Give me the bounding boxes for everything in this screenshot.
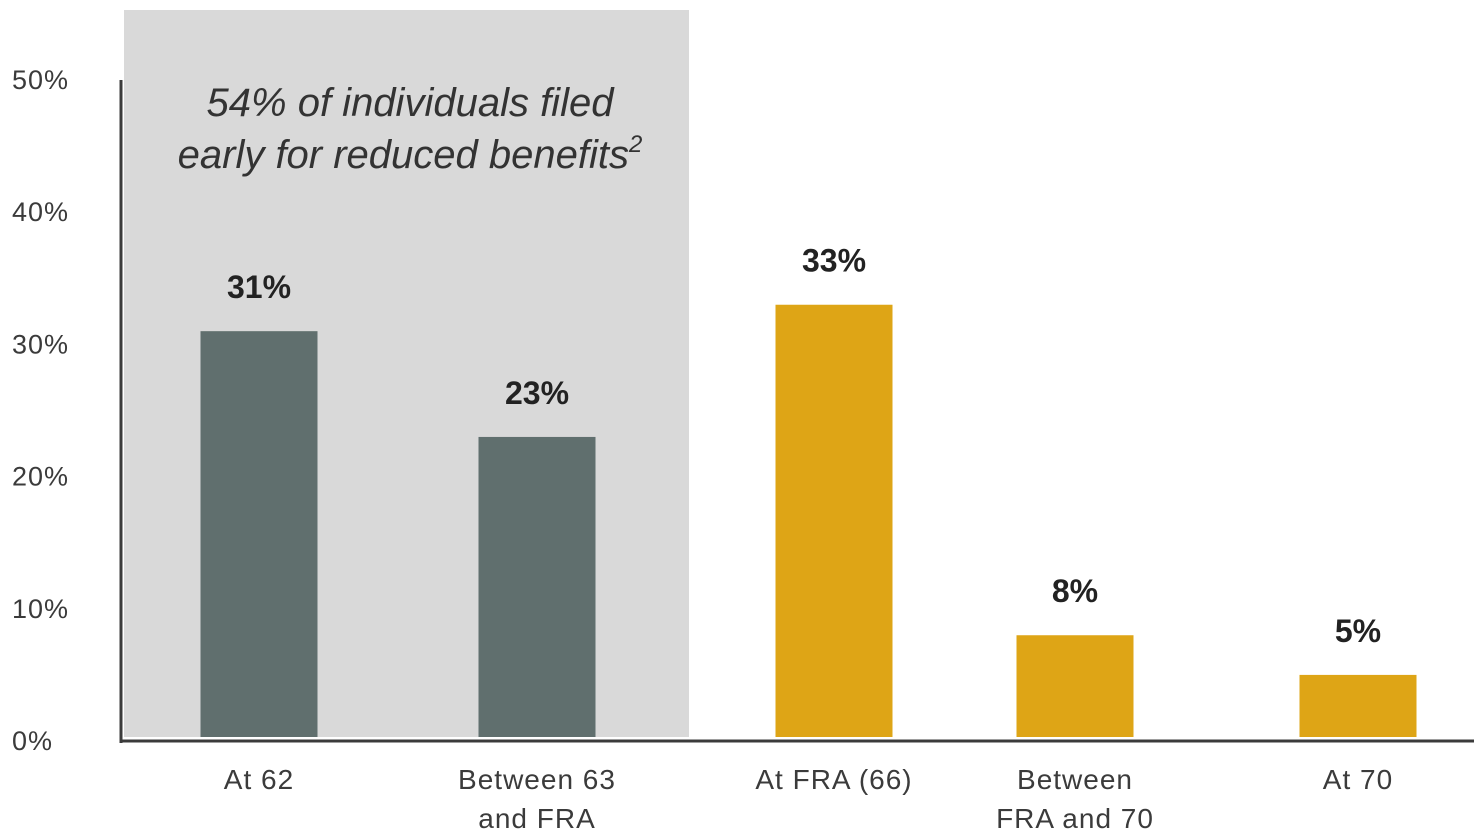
bar xyxy=(200,331,318,737)
bar xyxy=(1016,635,1134,737)
callout-line-1: 54% of individuals filed xyxy=(207,81,616,125)
category-labels: At 62 Between 63 and FRA At FRA (66) Between… xyxy=(224,764,1393,832)
y-axis-ticks: 0% 10% 20% 30% 40% 50% xyxy=(12,65,69,756)
callout-superscript: 2 xyxy=(628,131,642,158)
y-tick-label: 40% xyxy=(12,197,69,227)
bar xyxy=(775,304,893,737)
bar xyxy=(1299,674,1417,737)
x-tick-label: At 70 xyxy=(1323,764,1393,795)
data-labels: 31% 23% 33% 8% 5% xyxy=(227,243,1381,649)
x-tick-label: At FRA (66) xyxy=(755,764,912,795)
data-label: 5% xyxy=(1335,613,1381,649)
y-tick-label: 10% xyxy=(12,594,69,624)
data-label: 23% xyxy=(505,375,569,411)
y-tick-label: 0% xyxy=(12,726,53,756)
data-label: 33% xyxy=(802,243,866,279)
data-label: 31% xyxy=(227,269,291,305)
x-tick-label: Between 63 and FRA xyxy=(458,764,616,832)
callout-line-2: early for reduced benefits2 xyxy=(178,131,643,177)
y-tick-label: 50% xyxy=(12,65,69,95)
x-tick-label: At 62 xyxy=(224,764,294,795)
bars xyxy=(200,304,1417,737)
data-label: 8% xyxy=(1052,573,1098,609)
bar xyxy=(478,436,596,737)
y-tick-label: 20% xyxy=(12,462,69,492)
x-tick-label: Between FRA and 70 xyxy=(996,764,1154,832)
y-tick-label: 30% xyxy=(12,329,69,359)
